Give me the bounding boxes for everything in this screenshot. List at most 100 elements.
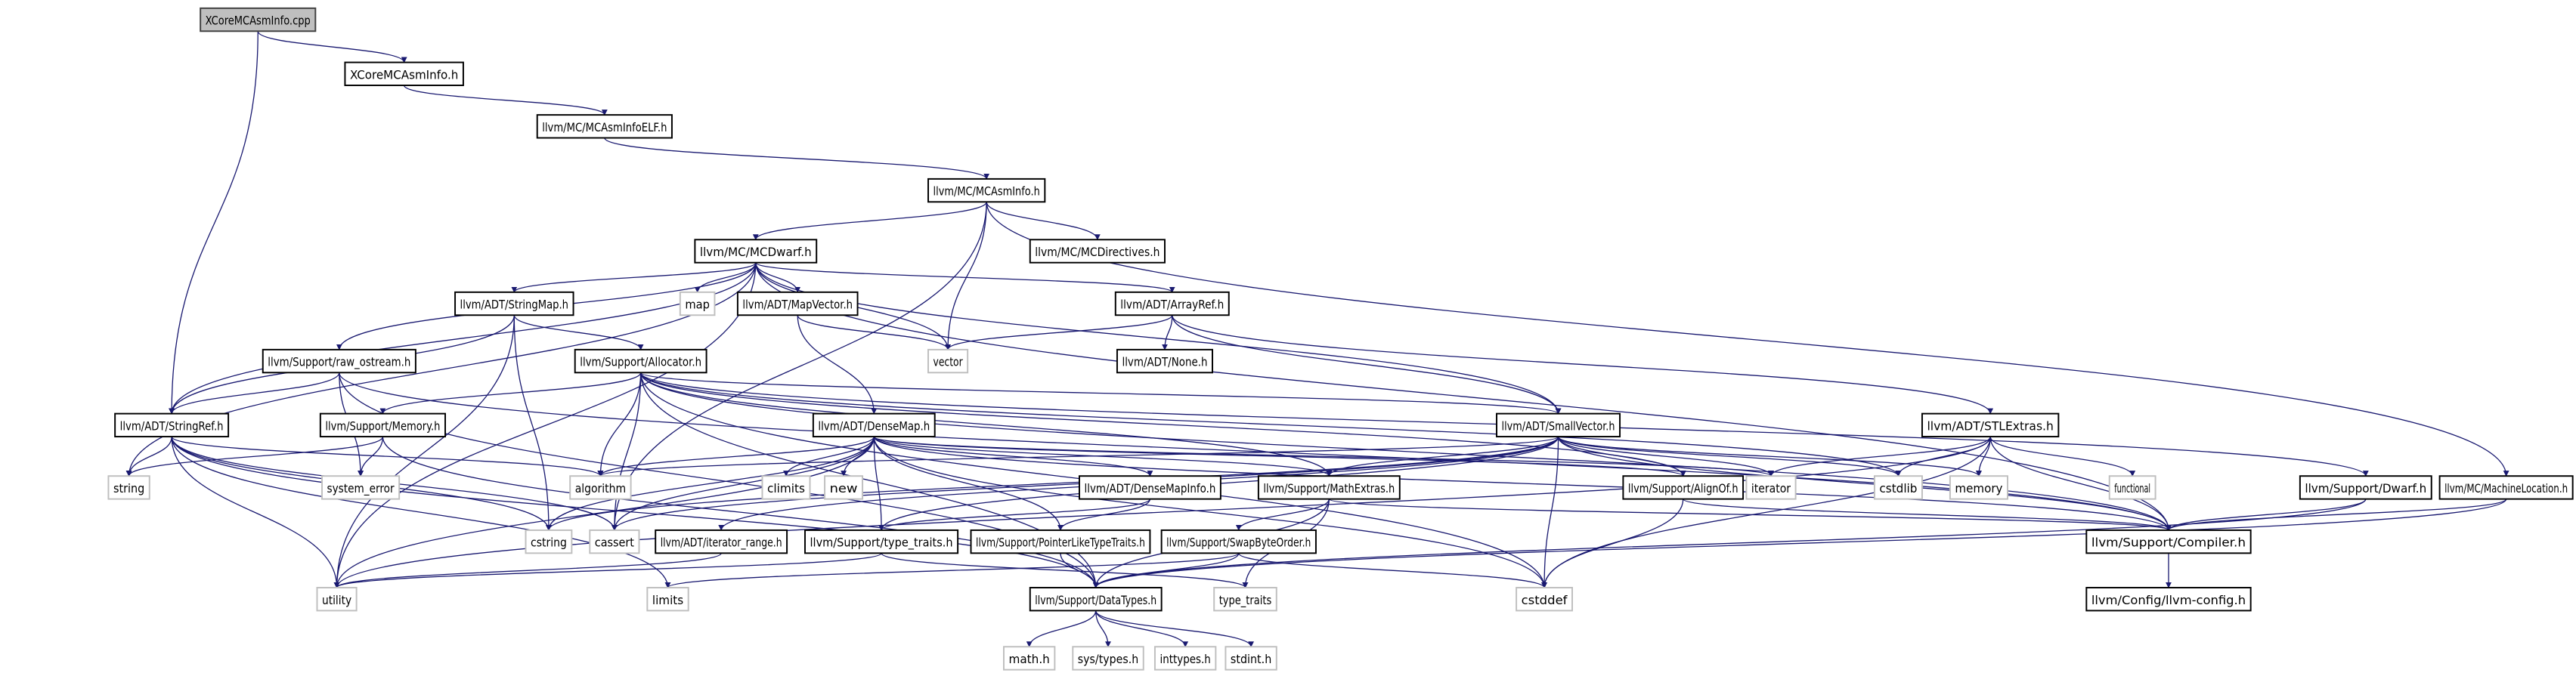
node-mcdirectives[interactable]: llvm/MC/MCDirectives.h bbox=[1029, 239, 1166, 264]
node-mcasminfo[interactable]: llvm/MC/MCAsmInfo.h bbox=[927, 178, 1046, 203]
node-box bbox=[454, 291, 574, 316]
edge-smallvector-to-cstddef bbox=[1541, 437, 1559, 588]
edge-rawostream-to-stringref bbox=[169, 372, 340, 415]
node-label: new bbox=[830, 481, 858, 495]
node-machinelocation[interactable]: llvm/MC/MachineLocation.h bbox=[2438, 475, 2574, 500]
edge-allocator-to-memoryh bbox=[379, 372, 642, 415]
node-label: memory bbox=[1955, 481, 2002, 495]
node-allocator[interactable]: llvm/Support/Allocator.h bbox=[574, 348, 707, 374]
edge-mathextras-to-compiler bbox=[1328, 499, 2172, 531]
edge-smallvector-to-alignof bbox=[1557, 436, 1686, 477]
node-compiler[interactable]: llvm/Support/Compiler.h bbox=[2085, 529, 2252, 554]
node-alignof[interactable]: llvm/Support/AlignOf.h bbox=[1622, 475, 1745, 500]
edge-xcoreh-to-elf bbox=[404, 85, 608, 116]
node-vector: vector bbox=[927, 348, 969, 374]
edge-densemap-to-algorithm bbox=[597, 436, 875, 477]
edge-allocator-to-compiler bbox=[640, 372, 2172, 531]
edge-arrayref-to-vector bbox=[945, 314, 1173, 350]
edge-smallvector-to-cstring bbox=[546, 436, 1559, 531]
node-box bbox=[1622, 475, 1745, 500]
node-stlextras[interactable]: llvm/ADT/STLExtras.h bbox=[1921, 412, 2060, 438]
node-systemerror: system_error bbox=[321, 475, 401, 500]
edge-arrayref-to-smallvector bbox=[1172, 315, 1562, 415]
node-label: stdint.h bbox=[1231, 652, 1271, 666]
node-box bbox=[316, 587, 358, 612]
node-box bbox=[2085, 529, 2252, 554]
node-utility: utility bbox=[316, 587, 358, 612]
node-mathh: math.h bbox=[1003, 646, 1056, 671]
node-arrayref[interactable]: llvm/ADT/ArrayRef.h bbox=[1114, 291, 1230, 316]
edge-swapbyteorder-to-cstddef bbox=[1238, 552, 1547, 588]
node-cpp[interactable]: XCoreMCAsmInfo.cpp bbox=[200, 7, 317, 32]
edge-mcdwarf-to-smallvector bbox=[755, 262, 1562, 415]
node-rawostream[interactable]: llvm/Support/raw_ostream.h bbox=[262, 348, 416, 374]
node-datatypes[interactable]: llvm/Support/DataTypes.h bbox=[1029, 587, 1163, 612]
node-llvmconfig[interactable]: llvm/Config/llvm-config.h bbox=[2085, 587, 2252, 612]
node-box bbox=[2438, 475, 2574, 500]
node-swapbyteorder[interactable]: llvm/Support/SwapByteOrder.h bbox=[1160, 529, 1317, 554]
node-box bbox=[1160, 529, 1317, 554]
node-dwarf[interactable]: llvm/Support/Dwarf.h bbox=[2299, 475, 2432, 500]
node-label: llvm/MC/MCDwarf.h bbox=[700, 245, 812, 259]
node-mapvector[interactable]: llvm/ADT/MapVector.h bbox=[736, 291, 859, 316]
edge-stringmap-to-cstring bbox=[513, 315, 552, 531]
node-label: system_error bbox=[327, 481, 395, 496]
node-label: llvm/ADT/StringRef.h bbox=[120, 418, 224, 433]
node-label: climits bbox=[767, 481, 805, 495]
node-cassert: cassert bbox=[589, 529, 640, 554]
node-label: llvm/MC/MCAsmInfo.h bbox=[933, 184, 1040, 199]
node-box bbox=[2108, 475, 2156, 500]
edge-iteratorrange-to-utility bbox=[333, 552, 722, 588]
node-stringmap[interactable]: llvm/ADT/StringMap.h bbox=[454, 291, 574, 316]
node-label: utility bbox=[322, 593, 351, 607]
node-stringref[interactable]: llvm/ADT/StringRef.h bbox=[114, 412, 230, 438]
node-box bbox=[1496, 412, 1621, 438]
node-algorithm: algorithm bbox=[569, 475, 632, 500]
node-xcoreh[interactable]: XCoreMCAsmInfo.h bbox=[344, 61, 464, 86]
node-climits: climits bbox=[761, 475, 811, 500]
node-mcdwarf[interactable]: llvm/MC/MCDwarf.h bbox=[694, 239, 818, 264]
edge-alignof-to-cstddef bbox=[1541, 499, 1684, 588]
node-limits: limits bbox=[646, 587, 689, 612]
node-elf[interactable]: llvm/MC/MCAsmInfoELF.h bbox=[536, 114, 673, 139]
edge-mcdwarf-to-arrayref bbox=[755, 262, 1175, 293]
node-box bbox=[2085, 587, 2252, 612]
node-mathextras[interactable]: llvm/Support/MathExtras.h bbox=[1257, 475, 1401, 500]
node-box bbox=[1003, 646, 1056, 671]
node-iteratorrange[interactable]: llvm/ADT/iterator_range.h bbox=[655, 529, 788, 554]
edge-stlextras-to-cstdlib bbox=[1895, 436, 1991, 477]
node-box bbox=[1029, 239, 1166, 264]
edge-densemap-to-typetraitsh bbox=[873, 437, 884, 531]
node-label: llvm/ADT/MapVector.h bbox=[742, 298, 853, 312]
edge-memoryh-to-string bbox=[125, 436, 384, 477]
edge-densemap-to-cstring bbox=[546, 437, 875, 531]
edge-densemap-to-iterator bbox=[873, 436, 1774, 477]
edge-mcdwarf-to-utility bbox=[333, 262, 757, 588]
node-box bbox=[1257, 475, 1401, 500]
node-pointerlike[interactable]: llvm/Support/PointerLikeTypeTraits.h bbox=[970, 529, 1151, 554]
node-label: map bbox=[685, 298, 710, 312]
node-none[interactable]: llvm/ADT/None.h bbox=[1116, 348, 1213, 374]
edge-memoryh-to-datatypes bbox=[382, 437, 1099, 588]
node-label: llvm/MC/MCDirectives.h bbox=[1035, 245, 1160, 259]
node-typetraitsh[interactable]: llvm/Support/type_traits.h bbox=[804, 529, 959, 554]
node-label: llvm/ADT/STLExtras.h bbox=[1927, 418, 2053, 433]
node-memory: memory bbox=[1949, 475, 2008, 500]
edge-mcasminfo-to-machinelocation bbox=[986, 202, 2509, 477]
edge-mapvector-to-vector bbox=[797, 314, 951, 350]
node-label: llvm/Config/llvm-config.h bbox=[2091, 593, 2246, 607]
node-label: llvm/ADT/None.h bbox=[1122, 355, 1207, 369]
node-smallvector[interactable]: llvm/ADT/SmallVector.h bbox=[1496, 412, 1621, 438]
node-box bbox=[655, 529, 788, 554]
node-cstring: cstring bbox=[525, 529, 573, 554]
node-label: vector bbox=[933, 355, 964, 369]
node-box bbox=[1153, 646, 1217, 671]
node-label: llvm/Support/Allocator.h bbox=[580, 355, 701, 369]
node-box bbox=[927, 178, 1046, 203]
node-densemap[interactable]: llvm/ADT/DenseMap.h bbox=[812, 412, 936, 438]
node-densemapinfo[interactable]: llvm/ADT/DenseMapInfo.h bbox=[1078, 475, 1221, 500]
node-label: sys/types.h bbox=[1078, 652, 1138, 666]
node-memoryh[interactable]: llvm/Support/Memory.h bbox=[319, 412, 446, 438]
edge-cpp-to-xcoreh bbox=[257, 31, 407, 63]
